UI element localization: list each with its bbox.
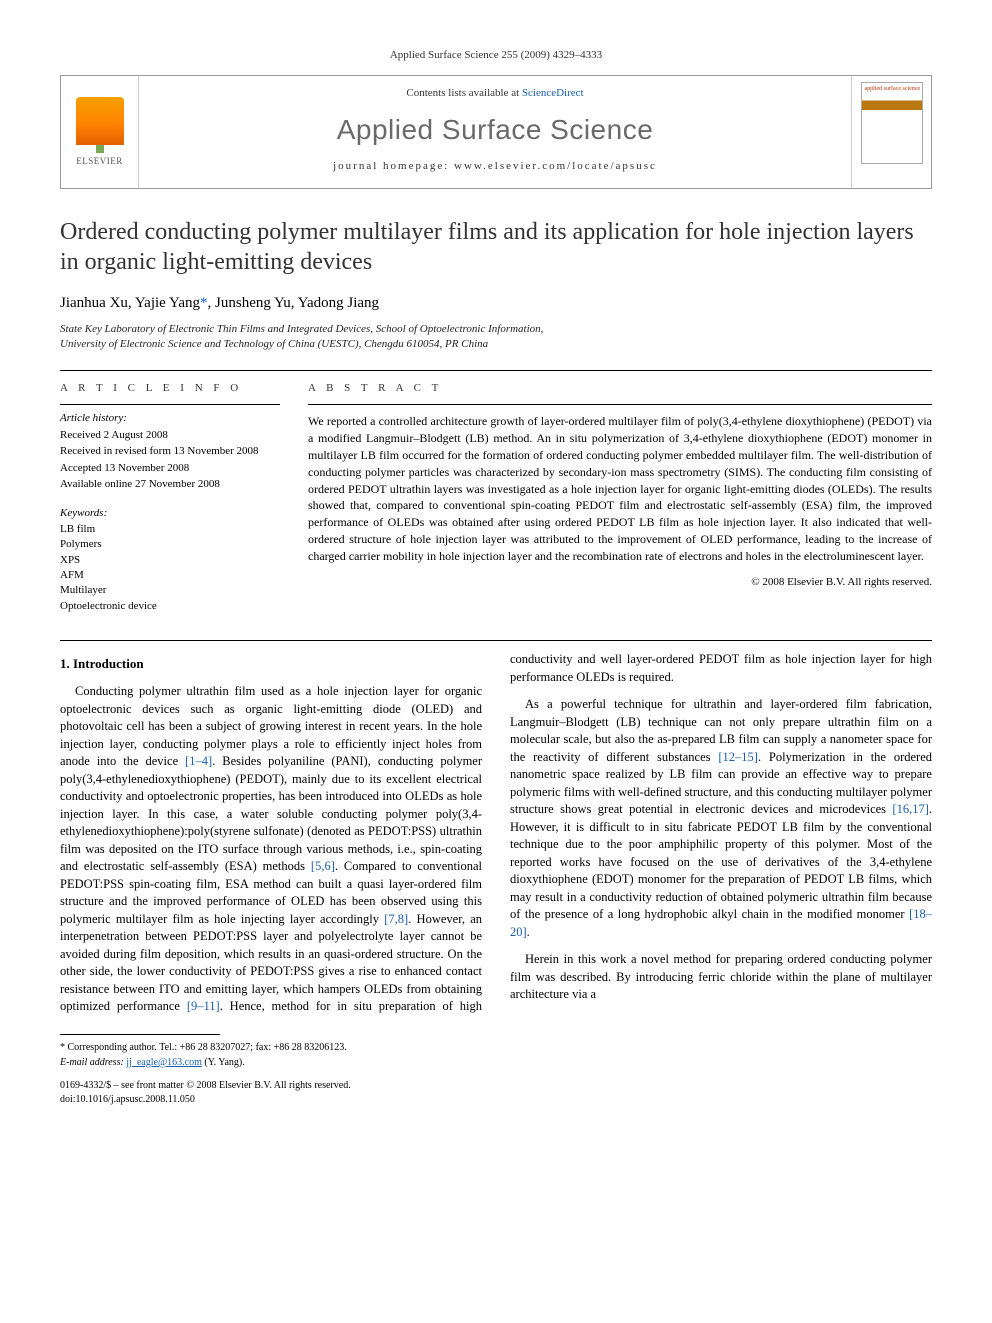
affiliation: State Key Laboratory of Electronic Thin … — [60, 322, 932, 352]
citation-link[interactable]: [9–11] — [187, 999, 220, 1013]
section-heading: 1. Introduction — [60, 655, 482, 673]
abstract-column: A B S T R A C T We reported a controlled… — [308, 381, 932, 614]
email-line: E-mail address: jj_eagle@163.com (Y. Yan… — [60, 1056, 932, 1069]
affiliation-line: State Key Laboratory of Electronic Thin … — [60, 322, 932, 337]
journal-header: ELSEVIER Contents lists available at Sci… — [60, 75, 932, 189]
email-link[interactable]: jj_eagle@163.com — [126, 1057, 202, 1068]
publisher-name: ELSEVIER — [76, 155, 123, 168]
divider — [60, 640, 932, 641]
keywords-head: Keywords: — [60, 506, 280, 521]
journal-cover-thumb: applied surface science — [851, 76, 931, 188]
abstract-copyright: © 2008 Elsevier B.V. All rights reserved… — [308, 575, 932, 590]
article-title: Ordered conducting polymer multilayer fi… — [60, 217, 932, 277]
email-label: E-mail address: — [60, 1057, 126, 1068]
divider — [308, 404, 932, 405]
doi-line: doi:10.1016/j.apsusc.2008.11.050 — [60, 1093, 932, 1107]
body-text: . However, it is difficult to in situ fa… — [510, 802, 932, 921]
footnote-separator — [60, 1034, 220, 1035]
corresponding-author-note: * Corresponding author. Tel.: +86 28 832… — [60, 1041, 932, 1054]
author-list: Jianhua Xu, Yajie Yang*, Junsheng Yu, Ya… — [60, 293, 932, 314]
contents-prefix: Contents lists available at — [406, 87, 521, 99]
body-text: . Besides polyaniline (PANI), conducting… — [60, 754, 482, 873]
keyword: AFM — [60, 568, 280, 583]
publisher-logo: ELSEVIER — [61, 76, 139, 188]
history-line: Accepted 13 November 2008 — [60, 461, 280, 476]
journal-homepage: journal homepage: www.elsevier.com/locat… — [149, 159, 841, 174]
authors-tail: , Junsheng Yu, Yadong Jiang — [208, 295, 380, 311]
divider — [60, 404, 280, 405]
affiliation-line: University of Electronic Science and Tec… — [60, 337, 932, 352]
body-paragraph: Herein in this work a novel method for p… — [510, 951, 932, 1004]
authors-lead: Jianhua Xu, Yajie Yang — [60, 295, 200, 311]
citation-link[interactable]: [16,17] — [892, 802, 928, 816]
citation-link[interactable]: [7,8] — [384, 912, 408, 926]
keyword: XPS — [60, 553, 280, 568]
history-line: Received 2 August 2008 — [60, 428, 280, 443]
email-tail: (Y. Yang). — [202, 1057, 245, 1068]
contents-available-line: Contents lists available at ScienceDirec… — [149, 86, 841, 101]
citation-link[interactable]: [1–4] — [185, 754, 212, 768]
running-head: Applied Surface Science 255 (2009) 4329–… — [60, 48, 932, 63]
abstract-text: We reported a controlled architecture gr… — [308, 413, 932, 564]
keyword: Multilayer — [60, 583, 280, 598]
history-line: Available online 27 November 2008 — [60, 477, 280, 492]
doi-block: 0169-4332/$ – see front matter © 2008 El… — [60, 1079, 932, 1107]
journal-title: Applied Surface Science — [149, 110, 841, 149]
corresponding-mark: * — [200, 295, 208, 311]
body-text: . — [527, 925, 530, 939]
abstract-label: A B S T R A C T — [308, 381, 932, 396]
sciencedirect-link[interactable]: ScienceDirect — [522, 87, 584, 99]
keyword: Polymers — [60, 537, 280, 552]
article-info-column: A R T I C L E I N F O Article history: R… — [60, 381, 280, 614]
body-paragraph: As a powerful technique for ultrathin an… — [510, 696, 932, 941]
citation-link[interactable]: [5,6] — [311, 859, 335, 873]
history-line: Received in revised form 13 November 200… — [60, 444, 280, 459]
citation-link[interactable]: [12–15] — [718, 750, 758, 764]
article-info-label: A R T I C L E I N F O — [60, 381, 280, 396]
keyword: Optoelectronic device — [60, 599, 280, 614]
article-body: 1. Introduction Conducting polymer ultra… — [60, 651, 932, 1016]
history-head: Article history: — [60, 411, 280, 426]
elsevier-tree-icon — [76, 97, 124, 145]
divider — [60, 370, 932, 371]
footnotes: * Corresponding author. Tel.: +86 28 832… — [60, 1041, 932, 1069]
cover-title: applied surface science — [865, 86, 921, 92]
front-matter-line: 0169-4332/$ – see front matter © 2008 El… — [60, 1079, 932, 1093]
keyword: LB film — [60, 522, 280, 537]
